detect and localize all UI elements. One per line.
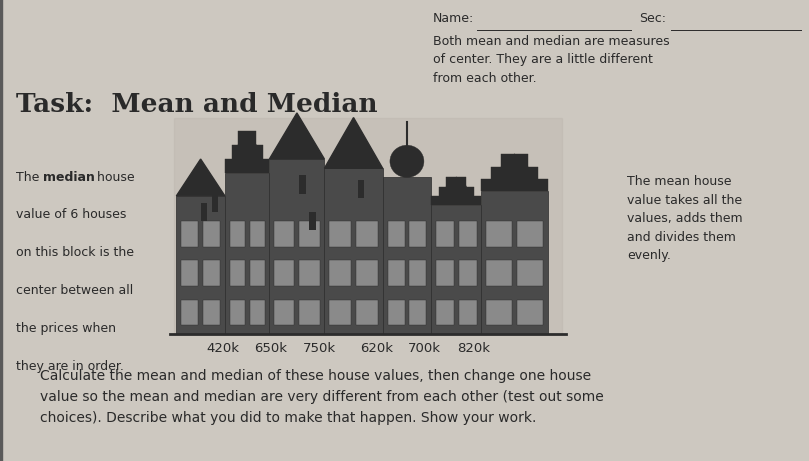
Bar: [329, 260, 351, 286]
Text: house: house: [93, 171, 134, 183]
Text: The mean house
value takes all the
values, adds them
and divides them
evenly.: The mean house value takes all the value…: [627, 175, 743, 262]
Bar: [388, 221, 404, 247]
Text: 650k: 650k: [255, 342, 287, 355]
Text: Name:: Name:: [433, 12, 474, 24]
Bar: [409, 260, 426, 286]
Bar: [212, 194, 218, 212]
Polygon shape: [269, 113, 324, 159]
Bar: [438, 187, 474, 196]
Bar: [0, 0, 2, 461]
Bar: [491, 167, 538, 179]
Bar: [203, 260, 220, 286]
Text: the prices when: the prices when: [16, 322, 116, 335]
Bar: [203, 221, 220, 247]
Bar: [517, 260, 543, 286]
Bar: [388, 300, 404, 325]
Bar: [459, 260, 477, 286]
Bar: [436, 260, 454, 286]
Bar: [181, 221, 198, 247]
Bar: [230, 260, 245, 286]
Bar: [486, 260, 512, 286]
Bar: [324, 168, 383, 334]
Text: 620k: 620k: [360, 342, 392, 355]
Bar: [274, 260, 294, 286]
Text: Task:  Mean and Median: Task: Mean and Median: [16, 92, 378, 117]
Bar: [299, 221, 320, 247]
Polygon shape: [324, 118, 383, 168]
Bar: [517, 221, 543, 247]
Bar: [225, 173, 269, 334]
Text: 700k: 700k: [409, 342, 441, 355]
Bar: [431, 205, 481, 334]
Bar: [299, 300, 320, 325]
Text: Calculate the mean and median of these house values, then change one house
value: Calculate the mean and median of these h…: [40, 369, 604, 425]
Bar: [409, 221, 426, 247]
Bar: [358, 180, 364, 198]
Bar: [502, 154, 527, 167]
Text: Sec:: Sec:: [639, 12, 666, 24]
Bar: [481, 191, 548, 334]
Bar: [309, 212, 316, 230]
Bar: [176, 196, 225, 334]
Bar: [517, 300, 543, 325]
Bar: [329, 221, 351, 247]
Bar: [486, 221, 512, 247]
Bar: [388, 260, 404, 286]
Bar: [181, 300, 198, 325]
Text: 420k: 420k: [206, 342, 239, 355]
Text: 750k: 750k: [303, 342, 336, 355]
Bar: [459, 221, 477, 247]
Bar: [225, 159, 269, 173]
Bar: [249, 260, 265, 286]
Bar: [249, 300, 265, 325]
Bar: [201, 203, 207, 221]
Bar: [269, 159, 324, 334]
Text: median: median: [43, 171, 95, 183]
Text: The: The: [16, 171, 44, 183]
Bar: [299, 175, 306, 194]
Text: Both mean and median are measures
of center. They are a little different
from ea: Both mean and median are measures of cen…: [433, 35, 669, 84]
Polygon shape: [239, 131, 256, 145]
Polygon shape: [502, 154, 527, 167]
Text: value of 6 houses: value of 6 houses: [16, 208, 126, 221]
Polygon shape: [176, 159, 225, 196]
Bar: [447, 177, 466, 187]
Bar: [356, 300, 378, 325]
Bar: [274, 221, 294, 247]
Bar: [486, 300, 512, 325]
Text: they are in order.: they are in order.: [16, 360, 124, 372]
Text: 820k: 820k: [457, 342, 489, 355]
Bar: [181, 260, 198, 286]
Bar: [329, 300, 351, 325]
Bar: [299, 260, 320, 286]
Bar: [230, 221, 245, 247]
Bar: [203, 300, 220, 325]
Bar: [356, 221, 378, 247]
Polygon shape: [447, 177, 466, 187]
Bar: [174, 118, 562, 334]
Bar: [436, 221, 454, 247]
Bar: [481, 179, 548, 191]
Bar: [436, 300, 454, 325]
Bar: [231, 145, 263, 159]
Bar: [356, 260, 378, 286]
Bar: [239, 131, 256, 145]
Bar: [249, 221, 265, 247]
Text: center between all: center between all: [16, 284, 133, 297]
Bar: [431, 196, 481, 205]
Bar: [383, 177, 431, 334]
Bar: [230, 300, 245, 325]
Bar: [459, 300, 477, 325]
Ellipse shape: [390, 145, 424, 177]
Text: on this block is the: on this block is the: [16, 246, 134, 259]
Bar: [274, 300, 294, 325]
Bar: [409, 300, 426, 325]
